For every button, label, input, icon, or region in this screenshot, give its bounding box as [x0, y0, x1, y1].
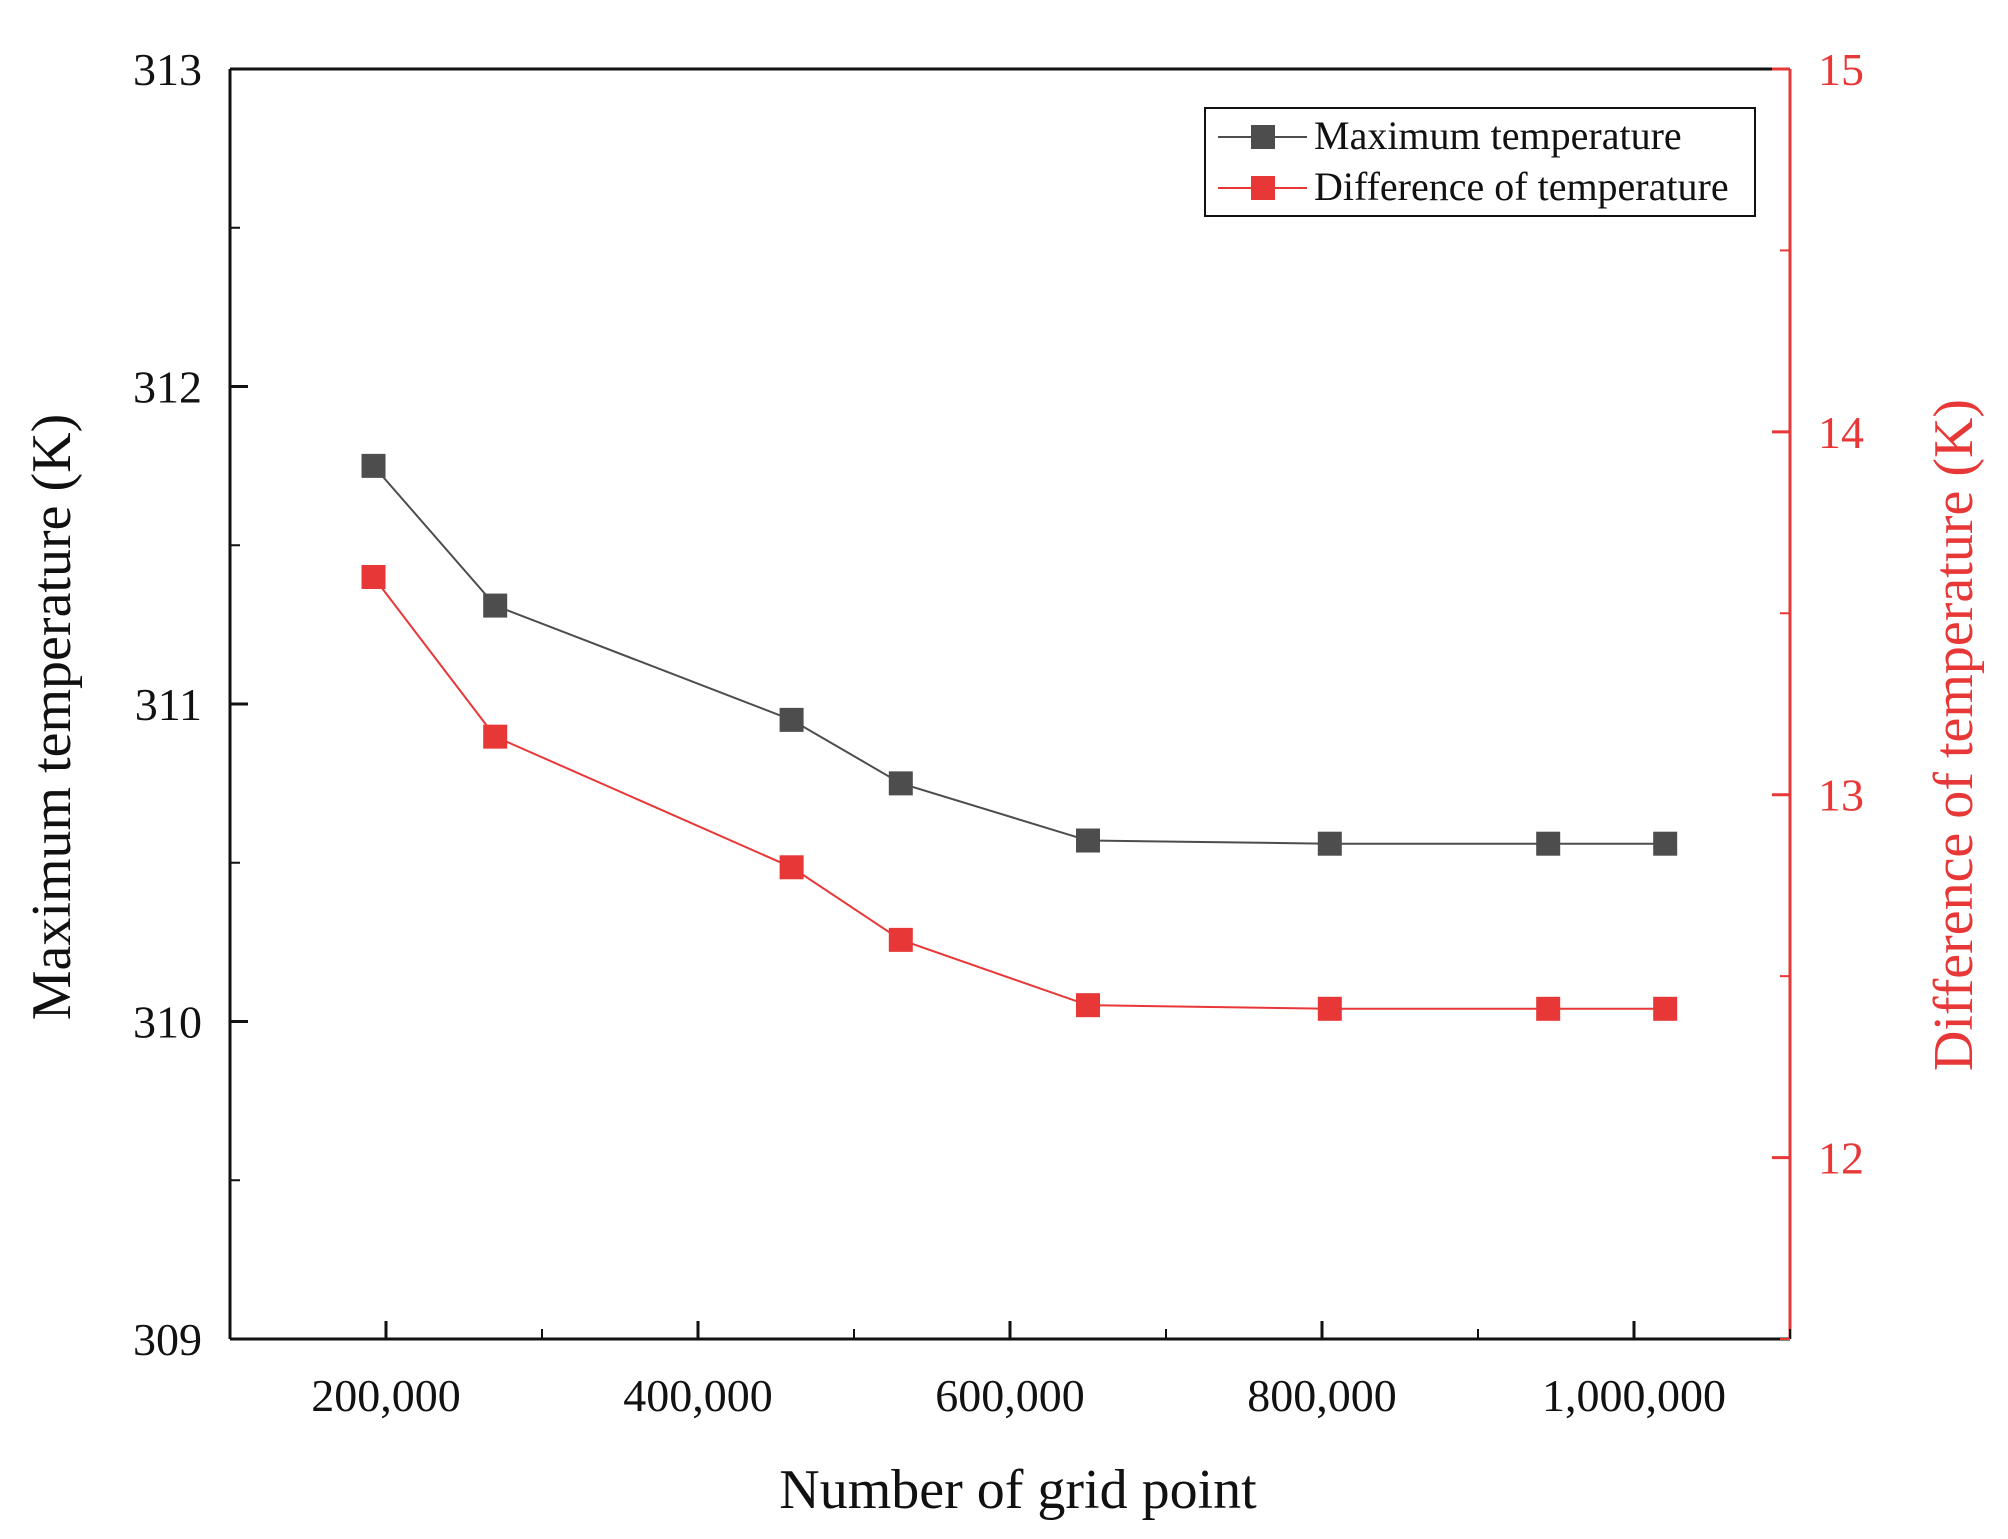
y-axis-right: 12 13 14 15	[1772, 44, 1864, 1340]
x-tick-label: 1,000,000	[1542, 1370, 1726, 1421]
plot-frame	[228, 67, 1792, 1341]
legend-marker-max-temp	[1251, 125, 1275, 149]
legend: Maximum temperature Difference of temper…	[1204, 107, 1756, 217]
y-axis-right-title: Difference of temperature (K)	[1923, 399, 1985, 1071]
series-line-diff-temp	[372, 576, 1666, 1010]
data-point-max-temp	[1076, 828, 1100, 853]
legend-label-max-temp: Maximum temperature	[1314, 113, 1682, 158]
y-right-tick-label: 13	[1818, 770, 1864, 821]
y-left-tick-label: 313	[133, 44, 202, 95]
data-point-diff-temp	[1317, 996, 1342, 1021]
x-tick-label: 600,000	[935, 1370, 1085, 1421]
data-point-diff-temp	[1536, 996, 1561, 1021]
data-point-diff-temp	[888, 927, 913, 952]
x-tick-label: 200,000	[311, 1370, 461, 1421]
data-point-diff-temp	[779, 855, 804, 880]
x-axis: 200,000 400,000 600,000 800,000 1,000,000	[229, 1321, 1791, 1421]
y-left-tick-label: 312	[133, 362, 202, 413]
data-point-diff-temp	[483, 724, 508, 749]
y-right-tick-label: 15	[1818, 44, 1864, 95]
y-axis-left: 309 310 311 312 313	[133, 44, 248, 1365]
data-point-diff-temp	[1076, 993, 1100, 1018]
data-point-max-temp	[779, 707, 804, 732]
data-point-max-temp	[888, 771, 913, 796]
series-layer	[361, 453, 1678, 1021]
series-line-max-temp	[372, 465, 1666, 845]
legend-box	[1204, 107, 1756, 217]
data-point-diff-temp	[1653, 996, 1678, 1021]
data-point-max-temp	[483, 593, 508, 618]
data-point-max-temp	[1536, 831, 1561, 856]
y-left-tick-label: 309	[133, 1314, 202, 1365]
x-tick-label: 400,000	[623, 1370, 773, 1421]
y-right-tick-label: 12	[1818, 1133, 1864, 1184]
data-point-max-temp	[1317, 831, 1342, 856]
legend-marker-diff-temp	[1251, 176, 1275, 200]
x-axis-title: Number of grid point	[779, 1459, 1257, 1521]
y-axis-left-title: Maximum temperature (K)	[21, 414, 83, 1020]
legend-label-diff-temp: Difference of temperature	[1314, 164, 1729, 209]
data-point-diff-temp	[361, 565, 386, 589]
y-left-tick-label: 310	[133, 997, 202, 1048]
data-point-max-temp	[1653, 831, 1678, 856]
y-left-tick-label: 311	[135, 679, 202, 730]
x-tick-label: 800,000	[1247, 1370, 1397, 1421]
data-point-max-temp	[361, 453, 386, 478]
y-right-tick-label: 14	[1818, 407, 1864, 458]
